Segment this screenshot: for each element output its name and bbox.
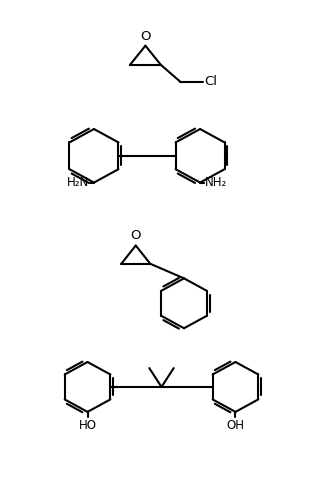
Text: O: O: [140, 30, 151, 42]
Text: HO: HO: [78, 419, 97, 431]
Text: O: O: [130, 229, 141, 243]
Text: NH₂: NH₂: [205, 176, 227, 189]
Text: Cl: Cl: [204, 75, 217, 88]
Text: OH: OH: [226, 419, 245, 431]
Text: H₂N: H₂N: [67, 176, 89, 189]
